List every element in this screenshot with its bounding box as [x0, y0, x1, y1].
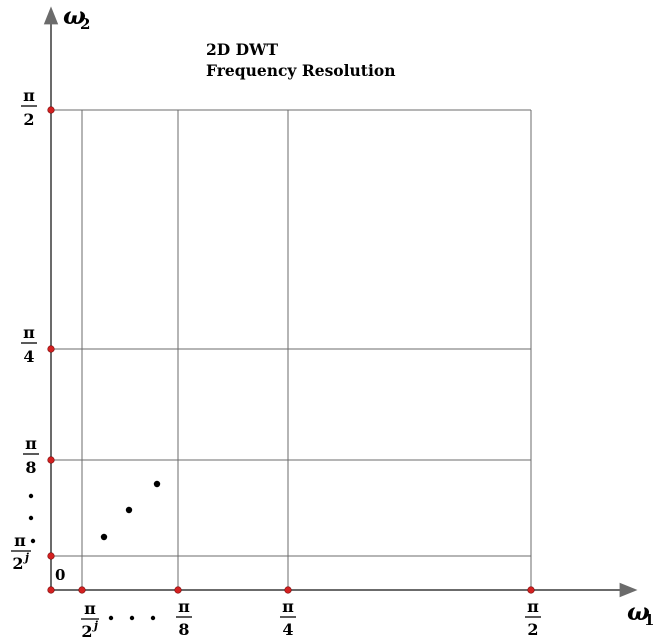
- x-tick-label: π 8: [176, 597, 192, 639]
- continuation-dots: [28, 480, 161, 621]
- diagonal-dot: [153, 480, 161, 488]
- x-ellipsis-dot: [108, 615, 114, 621]
- y-tick-superscript: j: [23, 551, 29, 564]
- x-tick-numerator: π: [178, 597, 190, 616]
- grid: [51, 109, 532, 590]
- x-tick-denominator: 2: [527, 620, 538, 639]
- x-tick-marker-pi-4: [284, 586, 292, 594]
- x-tick-superscript: j: [92, 619, 98, 632]
- y-axis-label: ω 2: [63, 1, 90, 33]
- y-tick-marker-pi-8: [47, 456, 55, 464]
- x-tick-numerator: π: [282, 597, 294, 616]
- y-axis-subscript: 2: [80, 15, 90, 33]
- y-ellipsis-dot: [28, 493, 34, 499]
- tick-markers: [47, 106, 535, 594]
- x-tick-label: π 2 j: [81, 599, 99, 641]
- y-tick-denominator: 2: [12, 554, 23, 573]
- y-axis-symbol: ω: [63, 1, 86, 30]
- y-tick-numerator: π: [23, 323, 35, 342]
- y-tick-marker-pi-2: [47, 106, 55, 114]
- title-line-2: Frequency Resolution: [206, 61, 395, 80]
- y-tick-marker-pi-2j: [47, 552, 55, 560]
- x-axis-symbol: ω: [627, 597, 650, 626]
- y-tick-label: π 2: [21, 86, 37, 129]
- x-tick-marker-pi-2: [527, 586, 535, 594]
- origin-label: 0: [55, 566, 65, 584]
- y-tick-label: π 2 j: [11, 531, 31, 573]
- x-tick-label: π 4: [280, 597, 296, 639]
- x-tick-marker-pi-2j: [78, 586, 86, 594]
- y-tick-label: π 8: [23, 434, 39, 477]
- x-tick-denominator: 8: [178, 620, 189, 639]
- x-tick-numerator: π: [84, 599, 96, 618]
- x-axis-subscript: 1: [644, 611, 654, 629]
- y-tick-numerator: π: [23, 86, 35, 105]
- title-line-1: 2D DWT: [206, 40, 278, 59]
- y-tick-numerator: π: [14, 531, 26, 550]
- diagonal-dot: [125, 506, 133, 514]
- diagonal-dot: [100, 533, 108, 541]
- y-tick-denominator: 8: [25, 458, 36, 477]
- x-tick-denominator: 2: [81, 622, 92, 641]
- x-tick-denominator: 4: [282, 620, 293, 639]
- y-ellipsis-dot: [28, 515, 34, 521]
- y-tick-numerator: π: [25, 434, 37, 453]
- x-tick-numerator: π: [527, 597, 539, 616]
- y-tick-denominator: 2: [23, 110, 34, 129]
- y-tick-label: π 4: [21, 323, 37, 366]
- origin-marker: [47, 586, 55, 594]
- x-ellipsis-dot: [129, 615, 135, 621]
- y-tick-denominator: 4: [23, 347, 34, 366]
- x-tick-label: π 2: [525, 597, 541, 639]
- x-ellipsis-dot: [150, 615, 156, 621]
- x-axis-label: ω 1: [627, 597, 654, 629]
- x-tick-marker-pi-8: [174, 586, 182, 594]
- y-tick-marker-pi-4: [47, 345, 55, 353]
- y-ellipsis-dot: [30, 538, 36, 544]
